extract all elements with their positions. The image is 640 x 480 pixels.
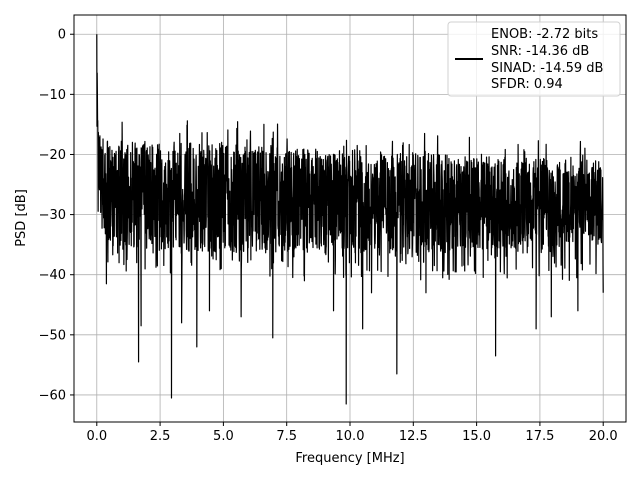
x-tick-label: 2.5 bbox=[150, 429, 171, 444]
tick-layer: 0.0 2.5 5.0 7.5 10.0 12.5 15.0 17.5 20.0 0 −10 −20 −… bbox=[39, 28, 618, 444]
psd-series-line bbox=[96, 34, 604, 405]
y-tick-label: −50 bbox=[39, 328, 66, 343]
legend-line-enob: ENOB: -2.72 bits bbox=[491, 27, 598, 42]
legend-box bbox=[447, 21, 621, 97]
y-axis-label: PSD [dB] bbox=[14, 189, 29, 247]
legend: ENOB: -2.72 bits SNR: -14.36 dB SINAD: -… bbox=[447, 21, 621, 97]
y-tick-label: −60 bbox=[39, 388, 66, 403]
legend-line-snr: SNR: -14.36 dB bbox=[491, 44, 589, 59]
x-axis-label: Frequency [MHz] bbox=[295, 451, 404, 466]
x-tick-label: 10.0 bbox=[336, 429, 365, 444]
legend-line-sfdr: SFDR: 0.94 bbox=[491, 77, 563, 92]
series-layer bbox=[96, 34, 604, 405]
x-tick-label: 17.5 bbox=[525, 429, 554, 444]
x-tick-label: 20.0 bbox=[589, 429, 618, 444]
y-tick-label: −10 bbox=[39, 88, 66, 103]
x-tick-label: 15.0 bbox=[462, 429, 491, 444]
y-tick-label: −30 bbox=[39, 208, 66, 223]
x-tick-label: 0.0 bbox=[86, 429, 107, 444]
y-tick-label: −40 bbox=[39, 268, 66, 283]
x-tick-label: 7.5 bbox=[276, 429, 297, 444]
x-tick-label: 5.0 bbox=[213, 429, 234, 444]
y-tick-label: 0 bbox=[58, 28, 66, 43]
legend-line-sinad: SINAD: -14.59 dB bbox=[491, 61, 603, 76]
y-tick-label: −20 bbox=[39, 148, 66, 163]
x-tick-label: 12.5 bbox=[399, 429, 428, 444]
